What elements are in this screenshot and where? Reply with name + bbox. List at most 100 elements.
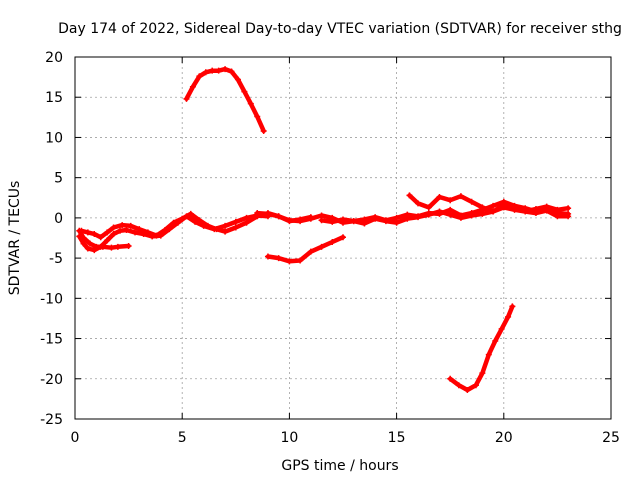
x-tick-label: 25 xyxy=(602,430,620,446)
data-point xyxy=(554,213,561,220)
data-point xyxy=(404,215,411,222)
data-point xyxy=(393,219,400,226)
data-point xyxy=(485,351,492,358)
data-point xyxy=(275,255,282,262)
data-point xyxy=(87,240,94,247)
y-tick-label: -5 xyxy=(49,251,63,267)
data-point xyxy=(204,222,211,229)
data-point xyxy=(447,197,454,204)
data-point xyxy=(110,224,117,231)
data-point xyxy=(505,313,512,320)
y-tick-label: -25 xyxy=(40,412,63,428)
x-tick-label: 10 xyxy=(280,430,298,446)
data-point xyxy=(153,232,160,239)
data-point xyxy=(91,230,98,237)
data-point xyxy=(213,226,220,233)
data-point xyxy=(447,375,454,382)
data-point xyxy=(243,219,250,226)
data-point xyxy=(264,210,271,217)
data-point xyxy=(264,253,271,260)
data-point xyxy=(425,211,432,218)
data-point xyxy=(457,214,464,221)
data-point xyxy=(307,248,314,255)
data-point xyxy=(447,211,454,218)
data-point xyxy=(234,76,241,83)
series-line xyxy=(407,193,571,214)
x-tick-label: 5 xyxy=(178,430,187,446)
x-tick-label: 0 xyxy=(71,430,80,446)
data-point xyxy=(136,226,143,233)
data-point xyxy=(318,243,325,250)
data-point xyxy=(222,222,229,229)
data-point xyxy=(202,69,209,76)
data-point xyxy=(196,73,203,80)
data-point xyxy=(209,67,216,74)
data-point xyxy=(108,244,115,251)
data-point xyxy=(189,83,196,90)
data-point xyxy=(254,113,261,120)
x-tick-label: 15 xyxy=(388,430,406,446)
data-point xyxy=(415,200,422,207)
data-point xyxy=(297,257,304,264)
grid-lines xyxy=(75,57,611,419)
y-tick-label: 10 xyxy=(45,130,63,146)
data-point xyxy=(196,217,203,224)
data-point xyxy=(532,206,539,213)
data-point xyxy=(144,229,151,236)
data-point xyxy=(222,66,229,73)
data-point xyxy=(232,218,239,225)
chart-title: Day 174 of 2022, Sidereal Day-to-day VTE… xyxy=(58,21,622,37)
x-axis-ticks: 0 5 10 15 20 25 xyxy=(71,57,620,446)
data-point xyxy=(162,226,169,233)
data-point xyxy=(500,202,507,209)
data-point xyxy=(464,387,471,394)
data-point xyxy=(117,227,124,234)
y-tick-label: -20 xyxy=(40,372,63,388)
data-point xyxy=(110,230,117,237)
data-point xyxy=(490,208,497,215)
data-point xyxy=(509,303,516,310)
data-point xyxy=(286,258,293,265)
data-point xyxy=(222,228,229,235)
data-point xyxy=(170,219,177,226)
series-line xyxy=(447,304,515,393)
data-point xyxy=(425,204,432,211)
x-axis-label: GPS time / hours xyxy=(281,458,398,474)
data-point xyxy=(340,216,346,223)
series-arc-i xyxy=(447,303,516,394)
data-point xyxy=(179,215,186,222)
x-tick-label: 20 xyxy=(495,430,513,446)
data-point xyxy=(127,222,134,229)
data-point xyxy=(340,234,346,241)
data-point xyxy=(468,198,475,205)
data-point xyxy=(329,218,336,225)
data-point xyxy=(415,214,422,221)
y-tick-label: -10 xyxy=(40,291,63,307)
data-point xyxy=(543,203,550,210)
data-point xyxy=(123,226,130,233)
y-axis-ticks: -25 -20 -15 -10 -5 0 5 10 15 20 xyxy=(40,50,611,428)
data-point xyxy=(490,202,497,209)
y-tick-label: 5 xyxy=(54,171,63,187)
data-point xyxy=(275,213,282,220)
data-point xyxy=(468,212,475,219)
data-point xyxy=(125,243,132,250)
data-point xyxy=(472,382,479,389)
data-point xyxy=(215,67,222,74)
data-point xyxy=(104,229,111,236)
data-point xyxy=(192,218,199,225)
series-line xyxy=(184,66,266,134)
data-point xyxy=(78,227,85,234)
y-tick-label: -15 xyxy=(40,332,63,348)
data-point xyxy=(84,229,91,236)
plot-frame xyxy=(74,56,612,420)
y-axis-label: SDTVAR / TECUs xyxy=(7,181,23,296)
data-point xyxy=(457,193,464,200)
data-point xyxy=(554,206,561,213)
y-tick-label: 0 xyxy=(54,211,63,227)
series-arc-h xyxy=(406,192,572,215)
data-point xyxy=(228,68,235,75)
data-series xyxy=(76,66,572,394)
data-point xyxy=(318,217,325,224)
